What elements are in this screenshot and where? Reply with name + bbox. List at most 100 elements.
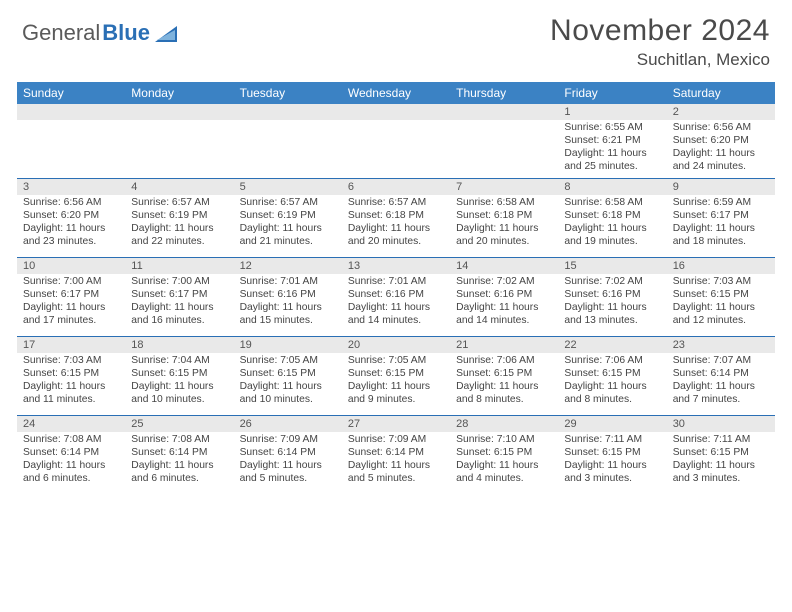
sunrise-text: Sunrise: 6:55 AM	[564, 122, 660, 135]
sunrise-text: Sunrise: 7:05 AM	[348, 355, 444, 368]
sunrise-text: Sunrise: 7:00 AM	[131, 276, 227, 289]
sunset-text: Sunset: 6:14 PM	[348, 447, 444, 460]
sunrise-text: Sunrise: 7:09 AM	[348, 434, 444, 447]
sunset-text: Sunset: 6:16 PM	[564, 289, 660, 302]
sunset-text: Sunset: 6:14 PM	[240, 447, 336, 460]
day-cell: Sunrise: 7:11 AMSunset: 6:15 PMDaylight:…	[667, 432, 775, 494]
sunset-text: Sunset: 6:15 PM	[240, 368, 336, 381]
day-number: 5	[234, 179, 342, 195]
sunrise-text: Sunrise: 7:01 AM	[348, 276, 444, 289]
daylight-text: Daylight: 11 hours	[456, 381, 552, 394]
sunset-text: Sunset: 6:14 PM	[673, 368, 769, 381]
day-number: 14	[450, 258, 558, 274]
week-body: Sunrise: 7:08 AMSunset: 6:14 PMDaylight:…	[17, 432, 775, 494]
daylight-text: and 9 minutes.	[348, 394, 444, 407]
daylight-text: and 8 minutes.	[564, 394, 660, 407]
sunrise-text: Sunrise: 6:58 AM	[456, 197, 552, 210]
daylight-text: Daylight: 11 hours	[23, 381, 119, 394]
sunset-text: Sunset: 6:15 PM	[673, 447, 769, 460]
sunset-text: Sunset: 6:20 PM	[23, 210, 119, 223]
day-number: 25	[125, 416, 233, 432]
daylight-text: and 10 minutes.	[131, 394, 227, 407]
daylight-text: Daylight: 11 hours	[131, 223, 227, 236]
daylight-text: Daylight: 11 hours	[240, 460, 336, 473]
daylight-text: and 16 minutes.	[131, 315, 227, 328]
daylight-text: and 25 minutes.	[564, 161, 660, 174]
daylight-text: Daylight: 11 hours	[348, 223, 444, 236]
sunrise-text: Sunrise: 7:11 AM	[673, 434, 769, 447]
sunrise-text: Sunrise: 7:06 AM	[564, 355, 660, 368]
sunset-text: Sunset: 6:18 PM	[456, 210, 552, 223]
day-number	[450, 104, 558, 120]
sunrise-text: Sunrise: 7:10 AM	[456, 434, 552, 447]
sunrise-text: Sunrise: 7:05 AM	[240, 355, 336, 368]
daylight-text: and 14 minutes.	[456, 315, 552, 328]
daylight-text: Daylight: 11 hours	[456, 223, 552, 236]
sunrise-text: Sunrise: 6:56 AM	[23, 197, 119, 210]
sunrise-text: Sunrise: 6:57 AM	[240, 197, 336, 210]
day-number: 19	[234, 337, 342, 353]
sunset-text: Sunset: 6:17 PM	[131, 289, 227, 302]
calendar: Sunday Monday Tuesday Wednesday Thursday…	[17, 82, 775, 494]
sunset-text: Sunset: 6:17 PM	[673, 210, 769, 223]
sunset-text: Sunset: 6:14 PM	[23, 447, 119, 460]
daylight-text: and 14 minutes.	[348, 315, 444, 328]
sunset-text: Sunset: 6:15 PM	[456, 368, 552, 381]
day-number: 17	[17, 337, 125, 353]
daylight-text: Daylight: 11 hours	[131, 381, 227, 394]
day-cell: Sunrise: 7:00 AMSunset: 6:17 PMDaylight:…	[17, 274, 125, 336]
day-cell: Sunrise: 7:07 AMSunset: 6:14 PMDaylight:…	[667, 353, 775, 415]
daylight-text: Daylight: 11 hours	[673, 460, 769, 473]
weekday-header: Tuesday	[234, 82, 342, 104]
day-cell: Sunrise: 6:56 AMSunset: 6:20 PMDaylight:…	[17, 195, 125, 257]
sunset-text: Sunset: 6:16 PM	[240, 289, 336, 302]
daylight-text: and 11 minutes.	[23, 394, 119, 407]
sunset-text: Sunset: 6:15 PM	[23, 368, 119, 381]
sunset-text: Sunset: 6:16 PM	[456, 289, 552, 302]
daylight-text: Daylight: 11 hours	[456, 460, 552, 473]
weekday-header: Monday	[125, 82, 233, 104]
day-number: 29	[558, 416, 666, 432]
daylight-text: and 3 minutes.	[564, 473, 660, 486]
daylight-text: and 3 minutes.	[673, 473, 769, 486]
day-cell	[125, 120, 233, 178]
daylight-text: Daylight: 11 hours	[456, 302, 552, 315]
day-number: 26	[234, 416, 342, 432]
daylight-text: and 10 minutes.	[240, 394, 336, 407]
header: GeneralBlue November 2024 Suchitlan, Mex…	[0, 0, 792, 76]
day-cell: Sunrise: 7:02 AMSunset: 6:16 PMDaylight:…	[558, 274, 666, 336]
sunrise-text: Sunrise: 7:08 AM	[23, 434, 119, 447]
daylight-text: Daylight: 11 hours	[673, 223, 769, 236]
sunset-text: Sunset: 6:15 PM	[131, 368, 227, 381]
daylight-text: Daylight: 11 hours	[23, 223, 119, 236]
day-cell: Sunrise: 6:58 AMSunset: 6:18 PMDaylight:…	[558, 195, 666, 257]
day-cell: Sunrise: 7:08 AMSunset: 6:14 PMDaylight:…	[17, 432, 125, 494]
logo: GeneralBlue	[22, 14, 177, 46]
daylight-text: Daylight: 11 hours	[131, 460, 227, 473]
day-cell	[234, 120, 342, 178]
daylight-text: and 5 minutes.	[240, 473, 336, 486]
weekday-header: Wednesday	[342, 82, 450, 104]
weekday-header: Friday	[558, 82, 666, 104]
weekday-header: Thursday	[450, 82, 558, 104]
day-cell: Sunrise: 7:02 AMSunset: 6:16 PMDaylight:…	[450, 274, 558, 336]
weekday-header-row: Sunday Monday Tuesday Wednesday Thursday…	[17, 82, 775, 104]
sunrise-text: Sunrise: 6:57 AM	[348, 197, 444, 210]
daylight-text: and 8 minutes.	[456, 394, 552, 407]
day-number: 6	[342, 179, 450, 195]
weekday-header: Sunday	[17, 82, 125, 104]
day-number: 22	[558, 337, 666, 353]
sunrise-text: Sunrise: 7:02 AM	[564, 276, 660, 289]
day-cell: Sunrise: 7:06 AMSunset: 6:15 PMDaylight:…	[450, 353, 558, 415]
day-number: 12	[234, 258, 342, 274]
daylight-text: and 22 minutes.	[131, 236, 227, 249]
day-cell	[17, 120, 125, 178]
day-cell: Sunrise: 7:06 AMSunset: 6:15 PMDaylight:…	[558, 353, 666, 415]
day-cell: Sunrise: 7:09 AMSunset: 6:14 PMDaylight:…	[342, 432, 450, 494]
sunrise-text: Sunrise: 7:07 AM	[673, 355, 769, 368]
daylight-text: and 17 minutes.	[23, 315, 119, 328]
day-number	[342, 104, 450, 120]
daylight-text: Daylight: 11 hours	[131, 302, 227, 315]
daylight-text: and 20 minutes.	[348, 236, 444, 249]
sunrise-text: Sunrise: 7:01 AM	[240, 276, 336, 289]
